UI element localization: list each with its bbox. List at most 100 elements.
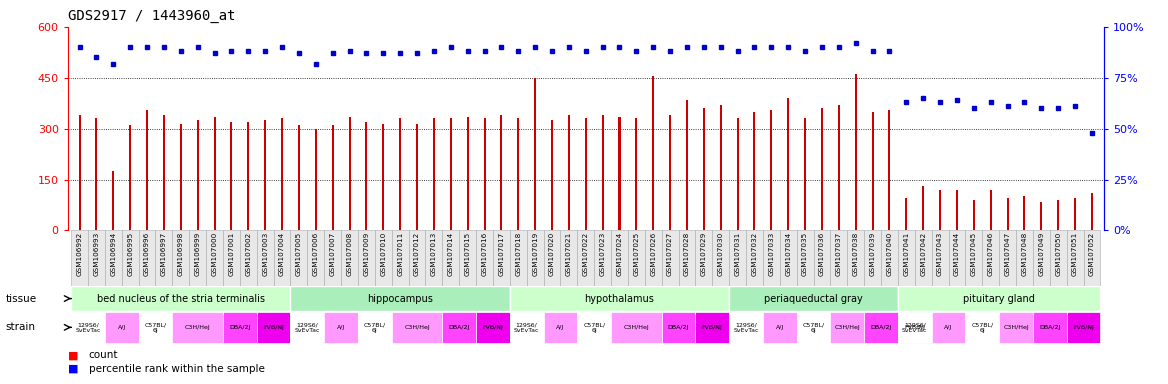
Bar: [982, 230, 999, 286]
Text: DBA/2J: DBA/2J: [449, 325, 470, 330]
Bar: [443, 312, 477, 343]
Text: GSM106996: GSM106996: [144, 232, 150, 276]
Bar: [477, 312, 509, 343]
Text: GSM107010: GSM107010: [381, 232, 387, 276]
Text: GSM106992: GSM106992: [77, 232, 83, 276]
Text: hippocampus: hippocampus: [367, 293, 433, 304]
Text: A/J: A/J: [556, 325, 564, 330]
Text: GSM107037: GSM107037: [836, 232, 842, 276]
Text: GSM107004: GSM107004: [279, 232, 285, 276]
Text: FVB/NJ: FVB/NJ: [1073, 325, 1094, 330]
Bar: [712, 230, 729, 286]
Bar: [780, 230, 797, 286]
Text: GSM107024: GSM107024: [617, 232, 623, 276]
Bar: [881, 230, 898, 286]
Bar: [248, 122, 249, 230]
Bar: [719, 105, 722, 230]
Text: GSM107038: GSM107038: [853, 232, 858, 276]
Text: GSM107002: GSM107002: [245, 232, 251, 276]
Bar: [71, 230, 88, 286]
Text: GSM107036: GSM107036: [819, 232, 825, 276]
Bar: [146, 110, 148, 230]
Bar: [1050, 230, 1066, 286]
Bar: [939, 190, 941, 230]
Bar: [1033, 312, 1066, 343]
Text: GSM107011: GSM107011: [397, 232, 403, 276]
Text: GSM107048: GSM107048: [1022, 232, 1028, 276]
Text: GSM107034: GSM107034: [785, 232, 791, 276]
Text: GSM106997: GSM106997: [161, 232, 167, 276]
Bar: [527, 230, 543, 286]
Text: GSM107043: GSM107043: [937, 232, 943, 276]
Bar: [898, 286, 1100, 311]
Text: A/J: A/J: [118, 325, 126, 330]
Bar: [375, 230, 391, 286]
Text: GSM106994: GSM106994: [110, 232, 117, 276]
Bar: [467, 117, 468, 230]
Bar: [804, 118, 806, 230]
Bar: [517, 118, 520, 230]
Text: GSM107013: GSM107013: [431, 232, 437, 276]
Text: GSM107022: GSM107022: [583, 232, 589, 276]
Bar: [325, 230, 341, 286]
Bar: [433, 118, 434, 230]
Bar: [366, 122, 368, 230]
Bar: [281, 118, 283, 230]
Bar: [686, 100, 688, 230]
Bar: [307, 230, 325, 286]
Text: GSM107044: GSM107044: [954, 232, 960, 276]
Text: C3H/HeJ: C3H/HeJ: [404, 325, 430, 330]
Text: GSM107026: GSM107026: [651, 232, 656, 276]
Bar: [416, 124, 418, 230]
Text: GSM107007: GSM107007: [329, 232, 335, 276]
Bar: [257, 230, 273, 286]
Bar: [382, 124, 384, 230]
Text: DBA/2J: DBA/2J: [668, 325, 689, 330]
Text: GSM107028: GSM107028: [684, 232, 690, 276]
Bar: [679, 230, 695, 286]
Text: GSM106999: GSM106999: [195, 232, 201, 276]
Bar: [425, 230, 443, 286]
Bar: [602, 115, 604, 230]
Bar: [577, 312, 611, 343]
Text: GSM107030: GSM107030: [718, 232, 724, 276]
Bar: [348, 117, 350, 230]
Bar: [325, 312, 357, 343]
Text: GSM107049: GSM107049: [1038, 232, 1044, 276]
Bar: [189, 230, 206, 286]
Text: A/J: A/J: [336, 325, 346, 330]
Bar: [561, 230, 577, 286]
Bar: [864, 312, 898, 343]
Bar: [1066, 230, 1084, 286]
Text: GSM107006: GSM107006: [313, 232, 319, 276]
Bar: [500, 115, 502, 230]
Bar: [223, 230, 239, 286]
Text: A/J: A/J: [945, 325, 953, 330]
Bar: [112, 171, 114, 230]
Text: GSM107003: GSM107003: [262, 232, 269, 276]
Text: C3H/HeJ: C3H/HeJ: [1003, 325, 1029, 330]
Bar: [898, 312, 932, 343]
Bar: [898, 312, 932, 343]
Text: GSM107032: GSM107032: [751, 232, 758, 276]
Bar: [695, 312, 729, 343]
Text: C3H/HeJ: C3H/HeJ: [185, 325, 210, 330]
Bar: [905, 198, 908, 230]
Bar: [703, 108, 704, 230]
Bar: [1084, 230, 1100, 286]
Text: bed nucleus of the stria terminalis: bed nucleus of the stria terminalis: [97, 293, 265, 304]
Bar: [1066, 312, 1100, 343]
Bar: [509, 286, 729, 311]
Text: GSM107047: GSM107047: [1004, 232, 1010, 276]
Text: C3H/HeJ: C3H/HeJ: [624, 325, 649, 330]
Bar: [932, 312, 966, 343]
Text: GSM107051: GSM107051: [1072, 232, 1078, 276]
Bar: [264, 120, 266, 230]
Bar: [830, 230, 847, 286]
Text: GSM107021: GSM107021: [565, 232, 572, 276]
Text: GSM107027: GSM107027: [667, 232, 673, 276]
Bar: [729, 286, 898, 311]
Bar: [291, 312, 325, 343]
Bar: [399, 118, 401, 230]
Bar: [814, 230, 830, 286]
